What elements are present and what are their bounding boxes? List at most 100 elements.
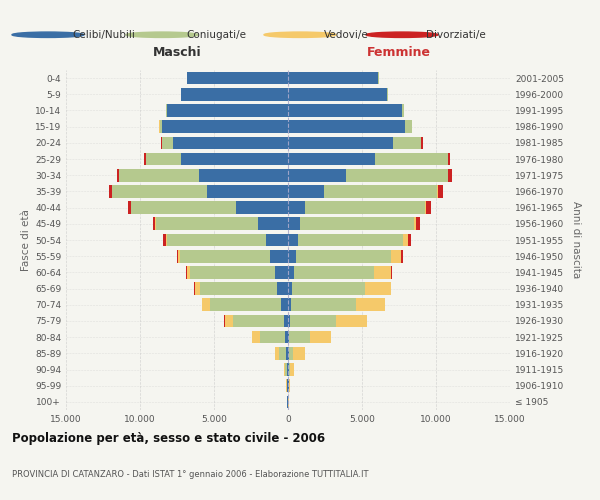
Bar [288, 331, 289, 344]
Bar [112, 185, 206, 198]
Bar [288, 314, 290, 328]
Bar [346, 169, 448, 181]
Bar [290, 314, 336, 328]
Bar [288, 347, 289, 360]
Bar [288, 120, 405, 133]
Bar [403, 234, 409, 246]
Bar [206, 185, 288, 198]
Text: Vedovi/e: Vedovi/e [324, 30, 369, 40]
Bar [305, 202, 425, 214]
Bar [416, 218, 420, 230]
Bar [288, 88, 387, 101]
Bar [288, 152, 376, 166]
Bar [200, 282, 277, 295]
Bar [160, 120, 162, 133]
Bar [187, 266, 190, 278]
Bar [292, 282, 365, 295]
Bar [288, 136, 393, 149]
Bar [285, 331, 288, 344]
Bar [209, 298, 281, 311]
Bar [202, 298, 209, 311]
Bar [291, 298, 356, 311]
Bar [391, 266, 392, 278]
Bar [376, 152, 448, 166]
Bar [405, 120, 412, 133]
Bar [298, 234, 403, 246]
Bar [289, 331, 310, 344]
Bar [195, 282, 200, 295]
Bar [387, 88, 388, 101]
Bar [259, 218, 288, 230]
Bar [288, 234, 298, 246]
Bar [146, 152, 181, 166]
Bar [289, 347, 293, 360]
Text: Femmine: Femmine [367, 46, 431, 60]
Bar [167, 234, 266, 246]
Bar [173, 136, 288, 149]
Bar [163, 234, 166, 246]
Bar [323, 185, 437, 198]
Bar [190, 266, 275, 278]
Bar [365, 282, 391, 295]
Bar [448, 169, 452, 181]
Bar [167, 104, 288, 117]
Text: Coniugati/e: Coniugati/e [186, 30, 246, 40]
Bar [296, 250, 391, 262]
Bar [194, 282, 195, 295]
Circle shape [264, 32, 336, 38]
Bar [336, 314, 367, 328]
Bar [185, 266, 187, 278]
Text: Popolazione per età, sesso e stato civile - 2006: Popolazione per età, sesso e stato civil… [12, 432, 325, 445]
Bar [299, 218, 413, 230]
Bar [145, 152, 146, 166]
Bar [275, 266, 288, 278]
Bar [180, 250, 270, 262]
Bar [275, 347, 279, 360]
Bar [425, 202, 427, 214]
Bar [284, 314, 288, 328]
Bar [253, 331, 260, 344]
Bar [413, 218, 416, 230]
Bar [131, 202, 236, 214]
Bar [288, 363, 289, 376]
Bar [155, 218, 156, 230]
Bar [289, 363, 290, 376]
Bar [287, 380, 288, 392]
Bar [288, 298, 291, 311]
Text: Divorziati/e: Divorziati/e [426, 30, 486, 40]
Bar [279, 347, 286, 360]
Bar [178, 250, 180, 262]
Bar [356, 298, 385, 311]
Bar [409, 234, 411, 246]
Bar [117, 169, 119, 181]
Circle shape [366, 32, 438, 38]
Bar [289, 380, 290, 392]
Bar [374, 266, 391, 278]
Text: Maschi: Maschi [152, 46, 202, 60]
Bar [281, 298, 288, 311]
Bar [288, 72, 378, 85]
Bar [224, 314, 233, 328]
Bar [393, 136, 421, 149]
Bar [288, 104, 402, 117]
Text: PROVINCIA DI CATANZARO - Dati ISTAT 1° gennaio 2006 - Elaborazione TUTTITALIA.IT: PROVINCIA DI CATANZARO - Dati ISTAT 1° g… [12, 470, 368, 479]
Text: Celibi/Nubili: Celibi/Nubili [72, 30, 135, 40]
Bar [448, 152, 451, 166]
Bar [162, 136, 173, 149]
Bar [286, 347, 288, 360]
Bar [288, 185, 323, 198]
Bar [199, 169, 288, 181]
Circle shape [126, 32, 198, 38]
Bar [427, 202, 431, 214]
Bar [233, 314, 284, 328]
Bar [277, 282, 288, 295]
Bar [391, 250, 401, 262]
Bar [293, 266, 374, 278]
Bar [156, 218, 259, 230]
Y-axis label: Fasce di età: Fasce di età [21, 209, 31, 271]
Bar [421, 136, 422, 149]
Bar [402, 104, 404, 117]
Bar [109, 185, 112, 198]
Bar [177, 250, 178, 262]
Bar [287, 396, 288, 408]
